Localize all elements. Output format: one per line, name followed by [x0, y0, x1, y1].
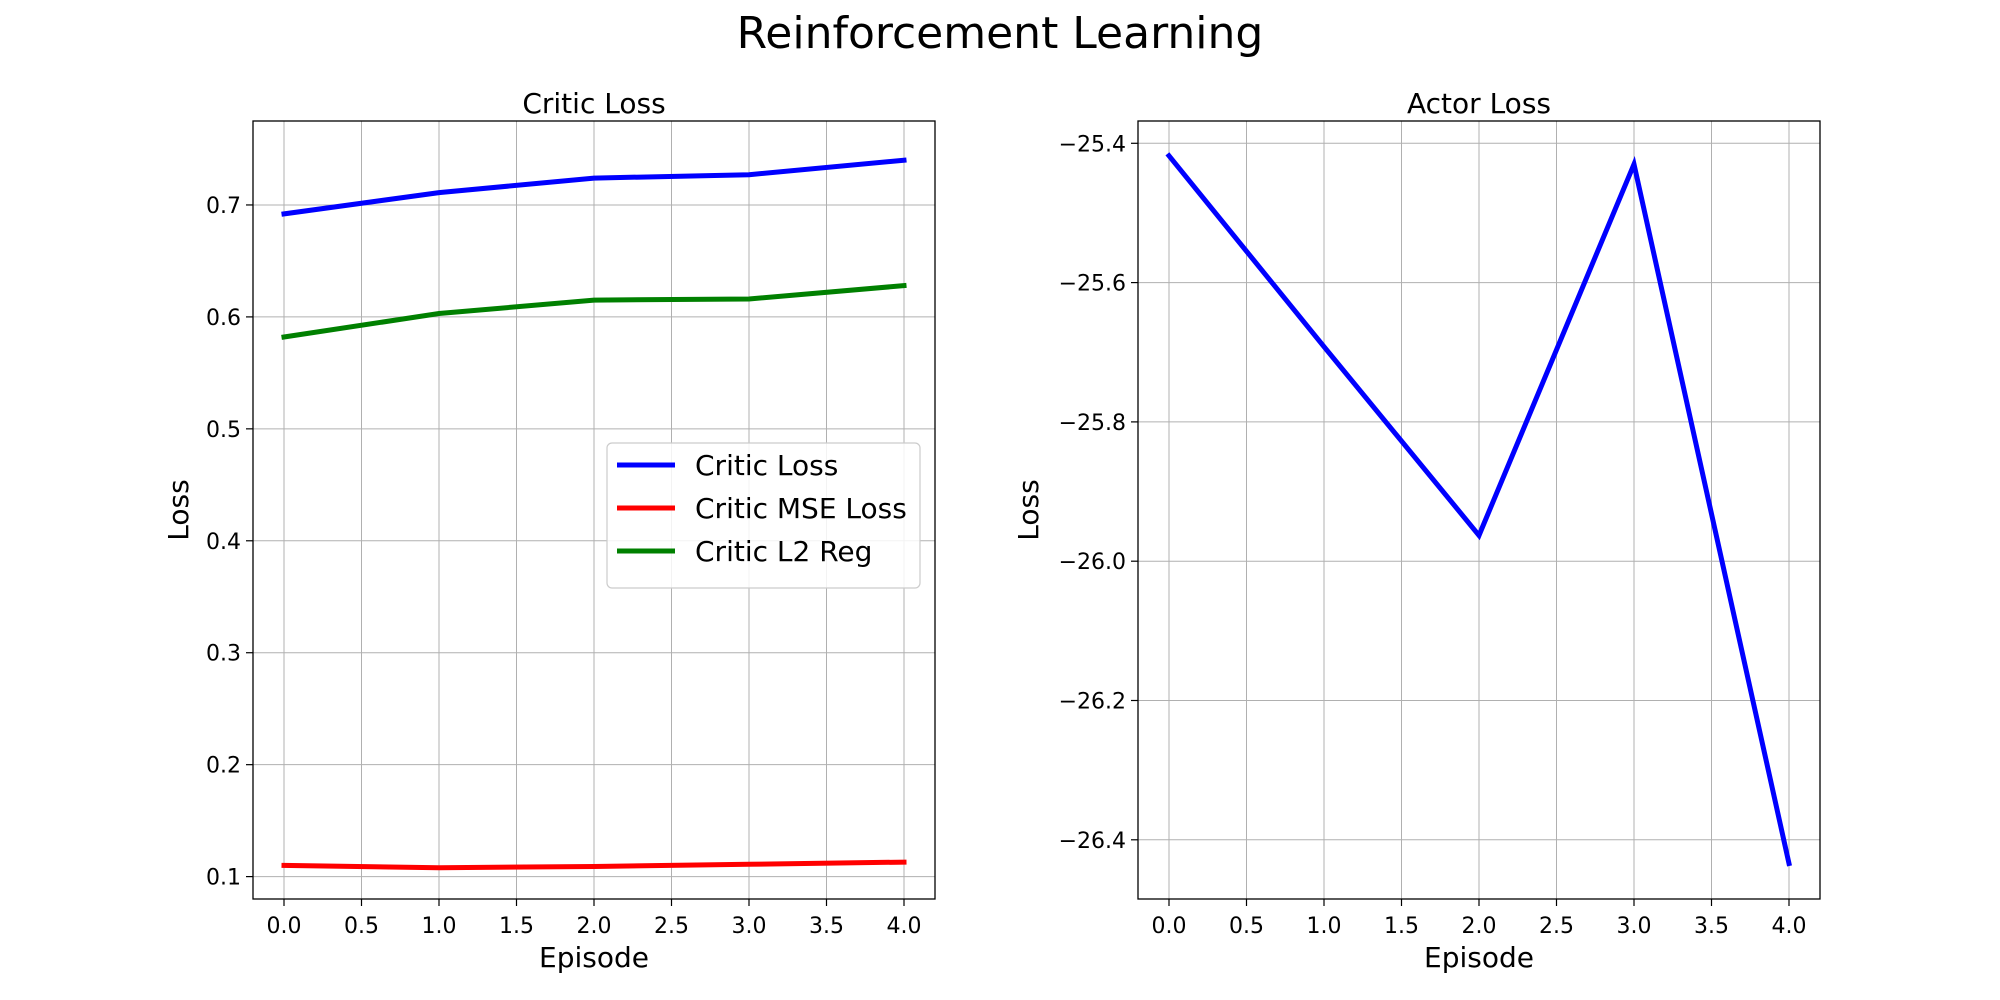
series-line-critic-mse-loss [281, 859, 907, 871]
x-tick-label: 0.5 [344, 914, 379, 939]
chart-actor-loss: 0.0 0.5 1.0 1.5 2.0 2.5 3.0 3.5 4.0 −25.4 −25.6 −25… [1012, 87, 1821, 974]
y-tick-label: 0.6 [206, 306, 241, 331]
figure-title: Reinforcement Learning [736, 8, 1264, 59]
y-tick-label: 0.2 [206, 754, 241, 779]
y-tick-label: −25.6 [1059, 272, 1126, 297]
legend-label-critic-l2-reg: Critic L2 Reg [695, 535, 872, 568]
y-tick-label: 0.4 [206, 530, 241, 555]
legend-label-critic-mse-loss: Critic MSE Loss [695, 492, 907, 525]
x-tick-label: 4.0 [1772, 914, 1807, 939]
y-axis-label: Loss [162, 479, 195, 540]
plot-frame [1137, 120, 1821, 900]
y-axis-label: Loss [1012, 479, 1045, 540]
x-tick-label: 4.0 [887, 914, 922, 939]
y-tick-label: −25.4 [1059, 132, 1126, 157]
x-tick-label: 3.5 [1694, 914, 1729, 939]
series-line-series-0 [1165, 152, 1792, 867]
x-tick-label: 3.0 [1617, 914, 1652, 939]
x-tick-label: 3.5 [809, 914, 844, 939]
x-tick-label: 0.0 [267, 914, 302, 939]
series-line-critic-loss [281, 157, 907, 217]
series-line-critic-l2-reg [281, 282, 907, 340]
y-tick-label: 0.1 [206, 866, 241, 891]
chart-critic-loss: 0.0 0.5 1.0 1.5 2.0 2.5 3.0 3.5 4.0 0.1 0.2 0.3 0.4 0… [162, 87, 936, 974]
x-tick-label: 1.0 [422, 914, 457, 939]
x-tick-label: 2.0 [1462, 914, 1497, 939]
plot-frame [252, 120, 936, 900]
legend-box [606, 442, 921, 589]
x-tick-label: 0.5 [1229, 914, 1264, 939]
y-tick-label: 0.5 [206, 418, 241, 443]
x-tick-label: 2.5 [654, 914, 689, 939]
y-tick-label: −26.4 [1059, 829, 1126, 854]
y-tick-label: −26.2 [1059, 689, 1126, 714]
x-tick-label: 1.5 [1384, 914, 1419, 939]
x-tick-label: 3.0 [732, 914, 767, 939]
x-tick-label: 2.5 [1539, 914, 1574, 939]
x-tick-label: 1.5 [499, 914, 534, 939]
y-tick-label: −26.0 [1059, 550, 1126, 575]
chart-title: Actor Loss [1407, 87, 1551, 120]
legend: Critic Loss Critic MSE Loss Critic L2 Reg [606, 442, 921, 589]
x-tick-label: 2.0 [577, 914, 612, 939]
x-tick-label: 1.0 [1307, 914, 1342, 939]
legend-label-critic-loss: Critic Loss [695, 449, 838, 482]
y-tick-label: 0.7 [206, 194, 241, 219]
y-tick-label: 0.3 [206, 642, 241, 667]
x-axis-label: Episode [1424, 941, 1534, 974]
x-tick-label: 0.0 [1152, 914, 1187, 939]
chart-title: Critic Loss [522, 87, 665, 120]
y-tick-label: −25.8 [1059, 411, 1126, 436]
x-axis-label: Episode [539, 941, 649, 974]
